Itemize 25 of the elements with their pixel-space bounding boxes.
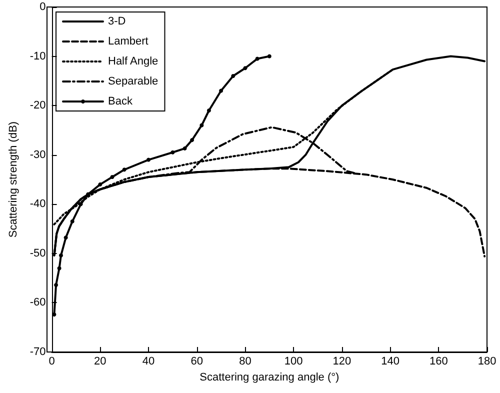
x-tick-label: 160 (429, 356, 448, 368)
y-tick-label: -50 (30, 247, 46, 260)
x-tick-label: 0 (48, 356, 55, 368)
y-tick-label: -20 (30, 100, 46, 112)
x-tick-label: 120 (332, 356, 352, 368)
legend-label: 3-D (108, 16, 126, 28)
x-tick-label: 20 (94, 356, 106, 368)
legend-label: Lambert (108, 36, 148, 48)
y-axis-title: Scattering strength (dB) (8, 121, 20, 238)
legend-label: Separable (108, 76, 158, 88)
y-tick-label: -70 (30, 346, 46, 358)
x-tick-label: 40 (142, 356, 155, 368)
y-tick-label: -10 (30, 50, 46, 62)
x-tick-label: 60 (190, 356, 203, 368)
x-tick-label: 80 (239, 356, 252, 368)
x-tick-label: 180 (478, 356, 496, 368)
y-tick-label: -30 (30, 148, 46, 161)
legend-label: Back (108, 96, 133, 108)
legend-label: Half Angle (108, 56, 158, 68)
y-tick-label: -40 (30, 198, 46, 210)
y-tick-label: 0 (40, 1, 46, 13)
y-tick-label: -60 (30, 296, 46, 309)
x-tick-label: 100 (284, 356, 303, 368)
x-tick-label: 140 (381, 356, 400, 368)
x-axis-title: Scattering garazing angle (°) (200, 372, 340, 384)
